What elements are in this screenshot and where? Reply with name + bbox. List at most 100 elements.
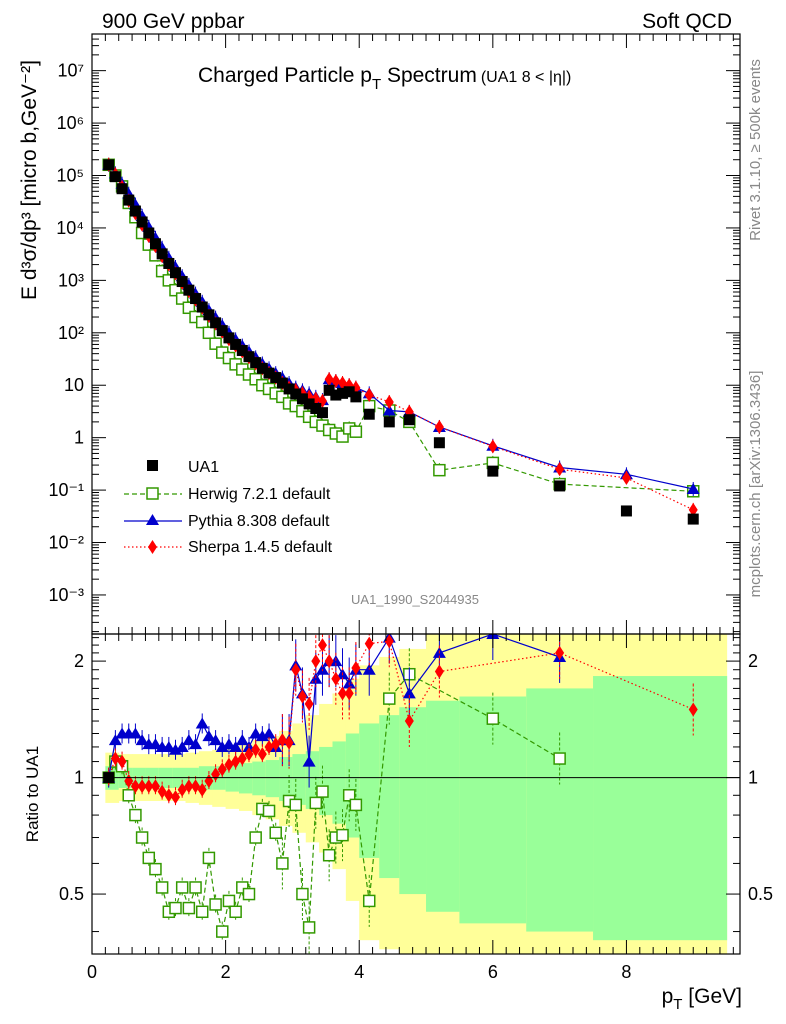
- ratio-point-herwig: [195, 905, 209, 919]
- main-point-data: [433, 437, 445, 449]
- ratio-point-herwig: [383, 692, 396, 705]
- ratio-y-tick-label-right: 1: [748, 768, 758, 788]
- main-point-data: [316, 407, 328, 419]
- ratio-point-herwig: [149, 862, 162, 876]
- main-point-sherpa: [324, 372, 334, 387]
- legend-label-herwig: Herwig 7.2.1 default: [188, 486, 331, 503]
- ratio-point-sherpa: [304, 696, 314, 711]
- ratio-point-pythia: [302, 755, 316, 767]
- ratio-point-pythia: [235, 734, 249, 746]
- main-series-group: [102, 157, 700, 525]
- ratio-band-inner: [265, 760, 280, 798]
- x-tick-label: 2: [221, 962, 231, 982]
- main-point-data: [270, 372, 282, 384]
- legend-marker-pythia: [146, 514, 159, 525]
- ratio-point-pythia: [229, 740, 243, 752]
- legend-marker-herwig: [146, 487, 159, 500]
- ratio-point-pythia: [148, 738, 162, 750]
- ratio-point-herwig: [296, 887, 309, 901]
- ratio-point-herwig: [342, 789, 356, 802]
- ratio-point-pythia: [182, 734, 196, 746]
- main-y-tick-label: 1: [74, 428, 84, 448]
- main-y-tick-label: 10⁵: [57, 166, 84, 186]
- header-left-label: 900 GeV ppbar: [102, 10, 244, 33]
- main-point-data: [223, 332, 235, 344]
- main-point-sherpa: [434, 419, 444, 434]
- ratio-point-sherpa: [297, 689, 307, 704]
- main-y-tick-label: 10⁷: [57, 61, 84, 81]
- legend-label-ua1: UA1: [188, 459, 219, 476]
- ratio-y-tick-label-left: 2: [74, 651, 84, 671]
- ratio-point-herwig: [229, 905, 242, 919]
- main-point-data: [230, 338, 242, 350]
- ratio-point-sherpa: [244, 747, 254, 762]
- ratio-point-pythia: [135, 734, 149, 746]
- rivet-version-label: Rivet 3.1.10, ≥ 500k events: [747, 59, 764, 241]
- ratio-point-herwig: [236, 881, 249, 894]
- main-point-data: [290, 388, 302, 400]
- main-point-data: [296, 393, 308, 405]
- ratio-point-pythia: [209, 734, 223, 746]
- main-point-data: [250, 357, 262, 369]
- legend: UA1 Herwig 7.2.1 default Pythia 8.308 de…: [124, 459, 333, 556]
- ratio-point-sherpa: [404, 714, 414, 729]
- main-title-base: Charged Particle p: [198, 64, 372, 87]
- ratio-point-sherpa: [144, 779, 154, 794]
- main-point-data: [283, 383, 295, 395]
- x-tick-label: 8: [621, 962, 631, 982]
- ratio-series-herwig: [102, 648, 566, 954]
- ratio-band-inner: [252, 761, 267, 796]
- legend-entry-ua1: UA1: [147, 459, 219, 476]
- ratio-plot-frame: [91, 633, 741, 955]
- main-point-herwig: [222, 351, 236, 365]
- main-point-sherpa: [555, 462, 565, 477]
- ratio-band-inner: [593, 676, 728, 941]
- main-point-data: [170, 267, 182, 279]
- ratio-band-inner: [279, 757, 293, 801]
- ratio-point-sherpa: [264, 739, 274, 754]
- main-series-herwig: [102, 157, 700, 499]
- main-point-sherpa: [364, 388, 374, 403]
- legend-entry-sherpa: Sherpa 1.4.5 default: [124, 539, 333, 556]
- ratio-point-herwig: [202, 851, 216, 865]
- ratio-point-sherpa: [231, 754, 241, 769]
- main-point-herwig: [433, 463, 446, 477]
- main-point-herwig: [209, 337, 222, 350]
- ratio-point-sherpa: [257, 747, 267, 762]
- main-point-herwig: [349, 425, 363, 438]
- main-point-data: [337, 387, 349, 399]
- main-point-data: [103, 159, 115, 171]
- ratio-point-pythia: [108, 734, 122, 746]
- ratio-point-herwig: [122, 789, 135, 802]
- ratio-point-herwig: [175, 881, 189, 894]
- legend-marker-ua1: [147, 460, 158, 471]
- ratio-y-axis-label: Ratio to UA1: [23, 746, 42, 842]
- legend-entry-pythia: Pythia 8.308 default: [124, 513, 330, 530]
- main-point-herwig: [336, 430, 349, 443]
- ratio-point-sherpa: [157, 784, 167, 799]
- ratio-point-pythia: [128, 727, 142, 739]
- main-point-data: [263, 367, 275, 379]
- main-point-data: [350, 391, 362, 403]
- main-title-sub: T: [372, 76, 381, 93]
- x-axis-label: pT [GeV]: [662, 985, 742, 1013]
- ratio-point-sherpa: [164, 788, 174, 803]
- main-point-data: [136, 216, 148, 228]
- main-point-herwig: [276, 390, 289, 404]
- main-point-data: [163, 257, 175, 269]
- ratio-band-inner: [345, 733, 360, 838]
- main-y-tick-label: 10⁻¹: [48, 480, 84, 500]
- main-point-data: [554, 480, 566, 492]
- ratio-point-sherpa: [150, 779, 160, 794]
- main-point-data: [243, 351, 255, 363]
- main-point-data: [383, 416, 395, 428]
- ratio-band-inner: [292, 754, 307, 805]
- ratio-point-sherpa: [331, 671, 341, 686]
- legend-entry-herwig: Herwig 7.2.1 default: [124, 486, 331, 503]
- ratio-point-herwig: [316, 785, 329, 798]
- main-point-data: [236, 344, 248, 356]
- x-axis-label-sub: T: [673, 996, 682, 1013]
- ratio-point-herwig: [302, 921, 316, 934]
